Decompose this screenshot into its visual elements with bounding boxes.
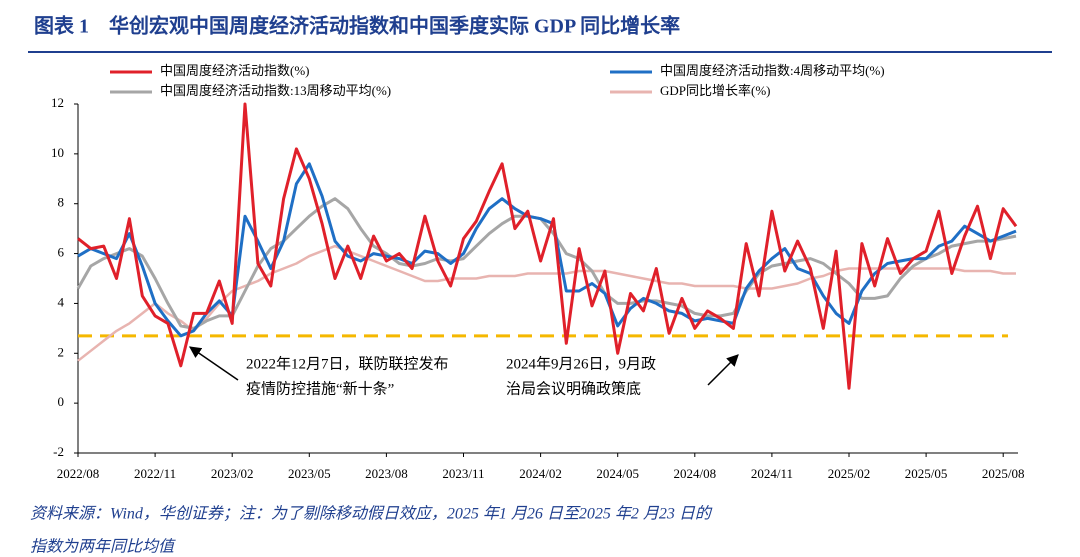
y-tick-label: 10 (51, 145, 64, 160)
x-tick-label: 2025/02 (828, 466, 871, 481)
legend-label: 中国周度经济活动指数(%) (160, 63, 310, 78)
annotation: 2024年9月26日，9月政 (506, 355, 656, 372)
x-tick-label: 2023/05 (288, 466, 331, 481)
y-tick-label: 4 (58, 294, 65, 309)
x-tick-label: 2023/11 (442, 466, 484, 481)
annotation: 治局会议明确政策底 (506, 380, 641, 397)
footnote: 资料来源：Wind，华创证券；注：为了剔除移动假日效应，2025 年1 月26 … (30, 505, 713, 523)
annotation-arrow (189, 346, 239, 381)
x-tick-label: 2025/08 (982, 466, 1025, 481)
x-tick-label: 2024/05 (596, 466, 639, 481)
series-line (76, 197, 1017, 330)
annotation: 疫情防控措施“新十条” (246, 380, 394, 397)
y-tick-label: 6 (58, 245, 65, 260)
footnote: 指数为两年同比均值 (30, 538, 176, 556)
x-tick-label: 2023/02 (211, 466, 254, 481)
x-tick-label: 2022/08 (57, 466, 100, 481)
legend-label: GDP同比增长率(%) (660, 83, 771, 98)
x-tick-label: 2024/02 (519, 466, 562, 481)
x-tick-label: 2024/11 (751, 466, 793, 481)
x-tick-label: 2024/08 (673, 466, 716, 481)
annotation: 2022年12月7日，联防联控发布 (246, 355, 449, 372)
y-tick-label: 12 (51, 95, 64, 110)
annotation-arrow (707, 354, 739, 386)
x-tick-label: 2023/08 (365, 466, 408, 481)
chart-title: 图表 1 华创宏观中国周度经济活动指数和中国季度实际 GDP 同比增长率 (34, 14, 680, 38)
y-tick-label: 0 (58, 394, 65, 409)
series-line (77, 162, 1017, 338)
y-tick-label: 2 (58, 344, 65, 359)
legend-label: 中国周度经济活动指数:13周移动平均(%) (160, 83, 391, 98)
y-tick-label: -2 (53, 444, 64, 459)
series-line (77, 102, 1018, 390)
legend-label: 中国周度经济活动指数:4周移动平均(%) (660, 63, 885, 78)
x-tick-label: 2022/11 (134, 466, 176, 481)
x-tick-label: 2025/05 (905, 466, 948, 481)
y-tick-label: 8 (58, 195, 65, 210)
